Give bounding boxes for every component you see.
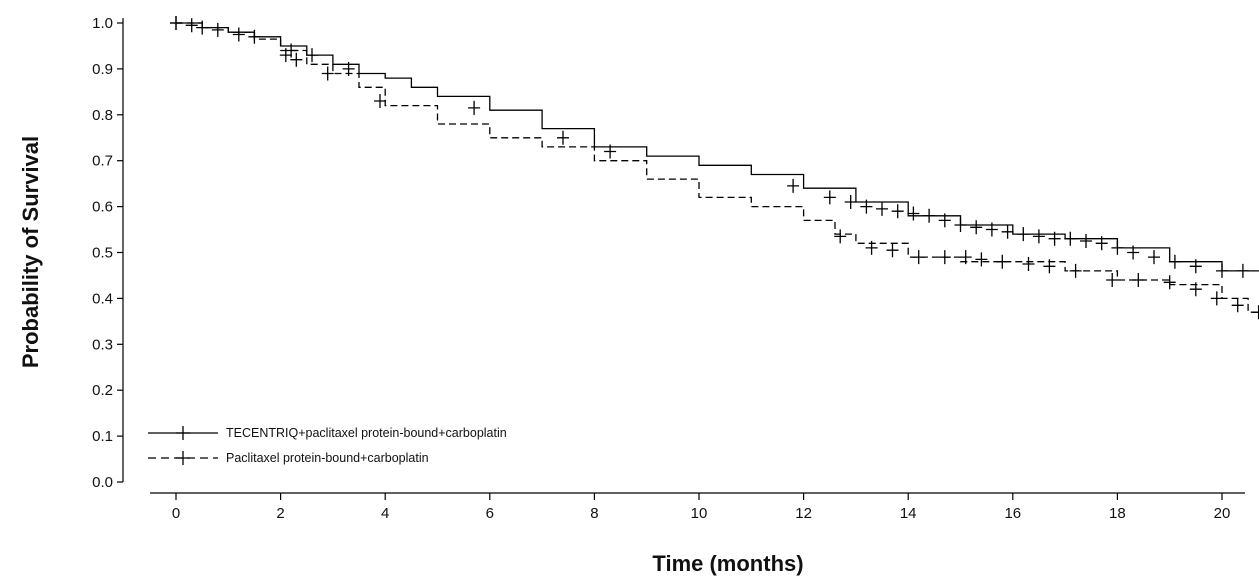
censor-mark-0 (970, 220, 983, 235)
y-tick-label: 0.1 (92, 428, 113, 445)
censor-mark-1 (975, 252, 988, 267)
censor-mark-1 (196, 20, 209, 35)
censor-mark-0 (891, 204, 904, 219)
x-tick-label: 2 (276, 505, 284, 522)
y-axis-title: Probability of Survival (18, 136, 43, 368)
censor-mark-0 (1127, 245, 1140, 260)
censor-mark-0 (1189, 259, 1202, 274)
y-tick-label: 0.9 (92, 61, 113, 78)
censor-mark-1 (279, 48, 292, 63)
censor-mark-1 (996, 254, 1009, 269)
legend-label-tecentriq: TECENTRIQ+paclitaxel protein-bound+carbo… (226, 426, 507, 440)
y-tick-label: 1.0 (92, 15, 113, 32)
y-tick-label: 0.4 (92, 290, 113, 307)
censor-mark-0 (923, 208, 936, 223)
censor-mark-1 (1231, 298, 1244, 313)
censor-mark-1 (834, 229, 847, 244)
legend-label-paclitaxel: Paclitaxel protein-bound+carboplatin (226, 451, 429, 465)
censor-mark-0 (211, 22, 224, 37)
x-tick-label: 16 (1004, 505, 1021, 522)
x-tick-label: 8 (590, 505, 598, 522)
y-tick-label: 0.0 (92, 474, 113, 491)
censor-mark-1 (1210, 291, 1223, 306)
censor-mark-0 (1001, 224, 1014, 239)
censor-mark-1 (1022, 257, 1035, 271)
censor-mark-0 (1111, 240, 1124, 255)
censor-mark-0 (468, 100, 481, 115)
y-tick-label: 0.8 (92, 107, 113, 124)
censor-mark-1 (912, 250, 925, 265)
censor-mark-0 (844, 195, 857, 209)
axes: 0.0 0.1 0.2 0.3 0.4 0.5 0.6 0.7 0.8 0.9 1.0 0 2 4 6 8 10… (92, 15, 1245, 522)
censor-mark-0 (1216, 263, 1228, 278)
series-layer (170, 16, 1259, 320)
y-tick-label: 0.7 (92, 153, 113, 170)
y-tick-label: 0.6 (92, 199, 113, 216)
x-tick-label: 4 (381, 505, 389, 522)
censor-mark-1 (1163, 275, 1176, 290)
censor-mark-1 (886, 243, 899, 258)
censor-mark-0 (557, 130, 569, 145)
censor-mark-1 (938, 250, 951, 265)
x-tick-label: 0 (172, 505, 180, 522)
censor-mark-1 (959, 250, 972, 265)
censor-mark-1 (1106, 273, 1119, 287)
censor-mark-1 (374, 94, 386, 108)
censor-mark-0 (185, 18, 198, 33)
y-tick-label: 0.3 (92, 336, 113, 353)
x-tick-label: 12 (795, 505, 812, 522)
censor-mark-0 (1236, 263, 1249, 278)
censor-mark-0 (787, 178, 800, 193)
censor-mark-1 (1189, 282, 1202, 297)
censor-mark-0 (1032, 229, 1045, 244)
censor-mark-0 (985, 222, 998, 237)
censor-mark-0 (1048, 231, 1061, 246)
censor-mark-0 (907, 206, 920, 221)
censor-mark-0 (1148, 250, 1160, 265)
censor-mark-1 (865, 240, 878, 255)
censor-mark-0 (823, 190, 836, 205)
censor-mark-0 (1064, 231, 1077, 246)
legend-marker-tecentriq (176, 426, 190, 440)
censor-mark-0 (938, 213, 951, 228)
censor-mark-0 (1080, 234, 1092, 248)
legend: TECENTRIQ+paclitaxel protein-bound+carbo… (148, 426, 507, 465)
censor-mark-0 (954, 218, 967, 232)
censor-mark-0 (876, 201, 888, 216)
censor-mark-0 (306, 48, 318, 63)
x-tick-label: 20 (1214, 505, 1231, 522)
x-tick-label: 10 (691, 505, 708, 522)
x-axis-title: Time (months) (652, 551, 803, 576)
censor-mark-1 (1132, 273, 1145, 287)
x-tick-label: 6 (486, 505, 494, 522)
censor-mark-1 (1043, 259, 1056, 274)
legend-marker-paclitaxel (176, 451, 190, 465)
y-tick-label: 0.5 (92, 245, 113, 262)
censor-mark-1 (321, 66, 334, 81)
censor-mark-0 (604, 144, 617, 159)
series-line-0 (176, 22, 1259, 272)
censor-mark-1 (1252, 305, 1259, 320)
x-tick-label: 18 (1109, 505, 1126, 522)
censor-mark-1 (1069, 263, 1082, 278)
censor-mark-0 (1168, 254, 1181, 269)
y-tick-label: 0.2 (92, 382, 113, 399)
censor-mark-0 (860, 199, 873, 214)
censor-mark-0 (1017, 227, 1030, 242)
censor-mark-1 (170, 16, 182, 30)
censor-mark-0 (1095, 236, 1108, 251)
x-tick-label: 14 (900, 505, 917, 522)
censor-mark-1 (290, 52, 303, 67)
series-line-1 (176, 22, 1259, 313)
censor-mark-1 (232, 27, 245, 42)
